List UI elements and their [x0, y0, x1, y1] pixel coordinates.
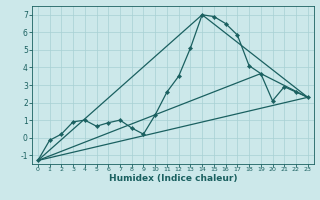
X-axis label: Humidex (Indice chaleur): Humidex (Indice chaleur) — [108, 174, 237, 183]
